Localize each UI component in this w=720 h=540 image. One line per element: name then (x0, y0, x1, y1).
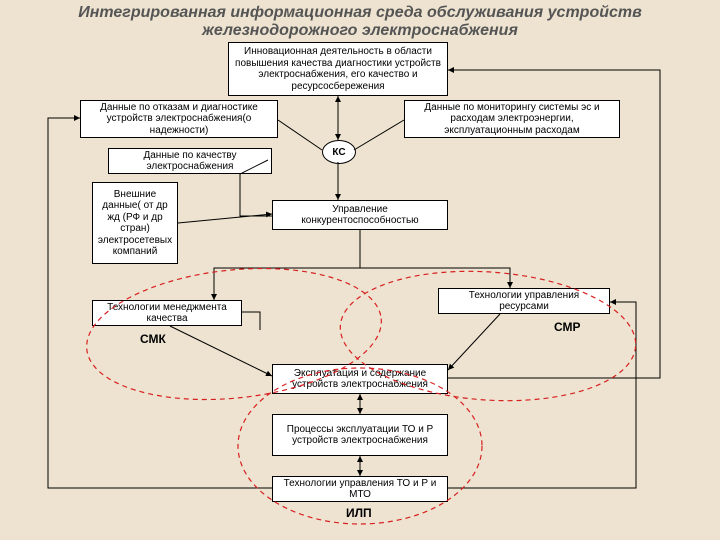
box-tech-resources: Технологии управления ресурсами (438, 288, 610, 314)
node-kc: КС (322, 140, 356, 164)
box-tech-to: Технологии управления ТО и Р и МТО (272, 476, 448, 502)
box-monitoring-data: Данные по мониторингу системы эс и расхо… (404, 100, 620, 138)
box-management: Управление конкурентоспособностью (272, 200, 448, 230)
box-innovation: Инновационная деятельность в области пов… (228, 42, 448, 96)
box-quality-data: Данные по качеству электроснабжения (108, 148, 272, 174)
label-smr: СМР (554, 320, 581, 334)
box-processes: Процессы эксплуатации ТО и Р устройств э… (272, 414, 448, 456)
box-exploitation: Эксплуатация и содержание устройств элек… (272, 364, 448, 394)
label-ilp: ИЛП (346, 506, 372, 520)
box-external-data: Внешние данные( от др жд (РФ и др стран)… (92, 182, 178, 264)
box-failure-data: Данные по отказам и диагностике устройст… (80, 100, 278, 138)
page-title: Интегрированная информационная среда обс… (0, 4, 720, 39)
box-tech-quality: Технологии менеджмента качества (92, 300, 242, 326)
label-smk: СМК (140, 332, 166, 346)
